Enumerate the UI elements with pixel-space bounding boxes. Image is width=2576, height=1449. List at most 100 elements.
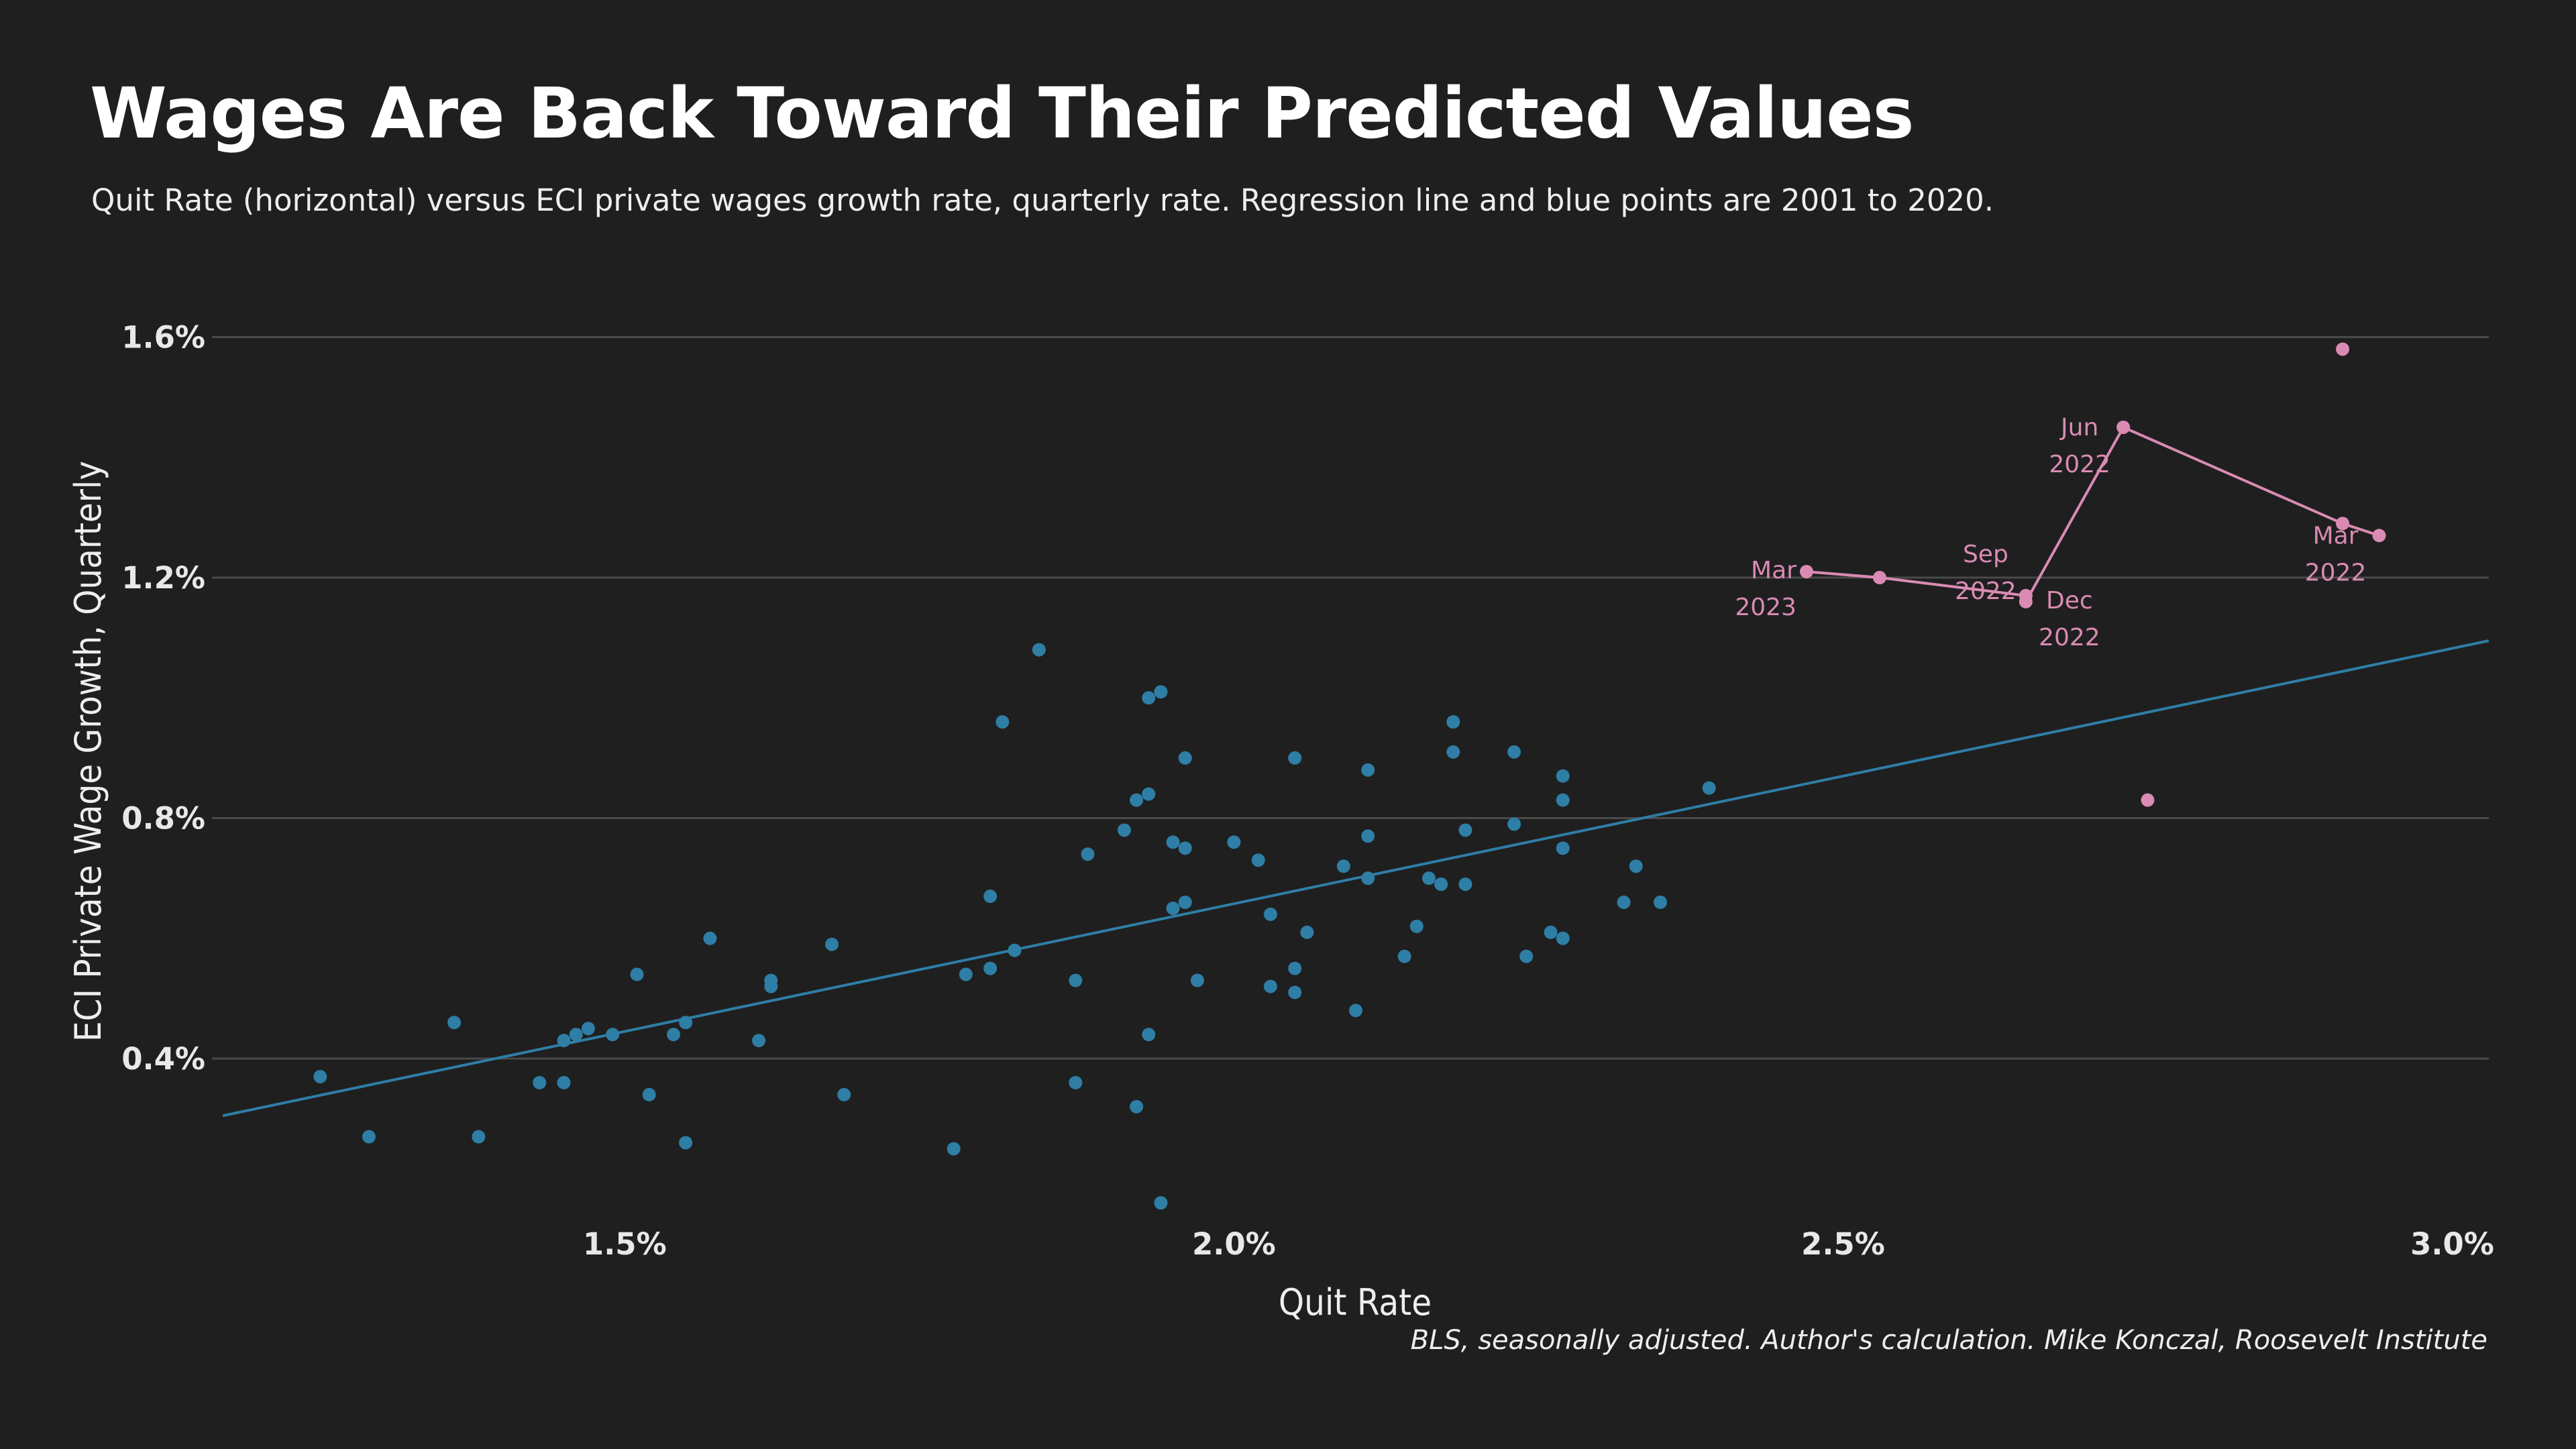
recent-point [1799, 565, 1813, 579]
x-axis-ticks: 1.5% 2.0% 2.5% 3.0% [583, 1226, 2494, 1262]
historical-point [533, 1075, 547, 1089]
historical-point [1178, 841, 1192, 855]
historical-point [1154, 685, 1168, 699]
x-tick-label: 2.0% [1192, 1226, 1276, 1262]
historical-point [1702, 781, 1716, 795]
annotation-month: Sep [1963, 541, 2008, 568]
historical-point [1288, 751, 1302, 765]
historical-point [1117, 823, 1131, 837]
historical-point [1397, 949, 1411, 963]
historical-point [837, 1087, 851, 1102]
historical-point [1556, 793, 1570, 807]
y-tick-label: 1.6% [121, 320, 205, 356]
historical-point [1507, 817, 1521, 831]
regression-line-group [222, 639, 2489, 1118]
annotation-month: Dec [2046, 587, 2093, 614]
historical-point [1142, 1028, 1156, 1042]
annotation-year: 2022 [2305, 559, 2367, 586]
recent-points [1799, 342, 2386, 807]
historical-point [1178, 751, 1192, 765]
historical-point [1556, 931, 1570, 945]
historical-point [1288, 985, 1302, 1000]
historical-point [313, 1069, 327, 1083]
historical-point [1349, 1004, 1362, 1018]
historical-point [1446, 745, 1460, 759]
y-axis-title: ECI Private Wage Growth, Quarterly [67, 461, 109, 1042]
historical-point [825, 937, 839, 951]
historical-point [996, 715, 1010, 729]
gridlines [212, 336, 2489, 1060]
historical-point [1654, 896, 1668, 909]
historical-point [1361, 763, 1375, 777]
historical-point [1556, 841, 1570, 855]
recent-point [2372, 529, 2386, 543]
historical-point [1154, 1196, 1168, 1210]
historical-point [703, 931, 717, 945]
historical-point [1130, 1099, 1144, 1114]
historical-point [1130, 793, 1144, 807]
historical-point [1300, 925, 1314, 939]
historical-point [557, 1034, 571, 1048]
historical-point [1507, 745, 1521, 759]
y-tick-label: 0.8% [121, 801, 205, 837]
historical-point [447, 1016, 462, 1030]
historical-point [642, 1087, 656, 1102]
historical-point [1069, 1075, 1083, 1089]
y-tick-label: 0.4% [121, 1041, 205, 1077]
recent-point [2019, 594, 2033, 608]
historical-point [1544, 925, 1558, 939]
x-tick-label: 2.5% [1801, 1226, 1885, 1262]
x-tick-label: 1.5% [583, 1226, 667, 1262]
historical-point [1336, 859, 1350, 873]
historical-point [1178, 896, 1192, 909]
y-axis-ticks: 0.4% 0.8% 1.2% 1.6% [121, 320, 205, 1077]
historical-point [679, 1016, 693, 1030]
historical-point [1142, 787, 1156, 801]
recent-point [2141, 793, 2155, 807]
historical-point [1458, 823, 1472, 837]
chart-subtitle: Quit Rate (horizontal) versus ECI privat… [91, 182, 1994, 218]
historical-point [1458, 877, 1472, 892]
annotation-year: 2023 [1735, 594, 1796, 621]
historical-point [1008, 943, 1022, 957]
historical-point [679, 1136, 693, 1150]
recent-point [2336, 342, 2350, 356]
recent-point [2116, 420, 2131, 434]
historical-point [581, 1022, 595, 1036]
recent-point [1872, 571, 1886, 585]
annotation-month: Mar [2313, 522, 2359, 549]
historical-point [606, 1028, 620, 1042]
date-annotations: Mar 2023 Sep 2022 Dec 2022 Jun 2022 Mar 2022 [1735, 414, 2366, 651]
historical-point [1361, 829, 1375, 843]
historical-point [1288, 961, 1302, 975]
regression-line [222, 639, 2489, 1118]
historical-point [1556, 769, 1570, 783]
historical-point [983, 890, 998, 904]
historical-point [1081, 847, 1095, 861]
historical-point [1519, 949, 1534, 963]
historical-point [752, 1034, 766, 1048]
recent-point [2336, 517, 2350, 531]
historical-point [472, 1130, 486, 1144]
historical-point [1409, 919, 1424, 933]
annotation-year: 2022 [2049, 451, 2110, 478]
historical-point [1032, 643, 1046, 657]
x-tick-label: 3.0% [2410, 1226, 2494, 1262]
annotation-month: Mar [1751, 557, 1796, 584]
historical-point [983, 961, 998, 975]
historical-point [1421, 871, 1436, 885]
historical-point [1263, 979, 1277, 994]
chart-title: Wages Are Back Toward Their Predicted Va… [90, 72, 1914, 154]
historical-point [1617, 896, 1631, 909]
historical-point [959, 967, 973, 981]
annotation-year: 2022 [1955, 578, 2017, 605]
historical-point [1227, 835, 1241, 849]
annotation-month: Jun [2059, 414, 2098, 441]
historical-points [313, 643, 1716, 1210]
historical-point [1251, 853, 1265, 867]
historical-point [1434, 877, 1448, 892]
historical-point [362, 1130, 376, 1144]
historical-point [569, 1028, 583, 1042]
historical-point [1166, 835, 1180, 849]
